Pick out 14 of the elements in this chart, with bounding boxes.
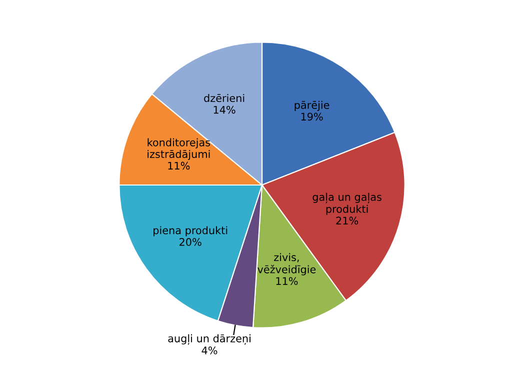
data-label: 19% bbox=[301, 112, 323, 121]
data-label: 14% bbox=[214, 106, 236, 114]
data-label: 11% bbox=[168, 162, 190, 170]
slice-label: konditorejas izstrādājumi bbox=[148, 138, 210, 160]
data-label: 11% bbox=[276, 277, 298, 285]
slice-label: pārējie bbox=[294, 100, 330, 111]
data-label: 20% bbox=[180, 238, 202, 246]
slice-label: piena produkti bbox=[154, 226, 228, 236]
data-label: 4% bbox=[202, 346, 218, 354]
slice-label: augļi un dārzeņi bbox=[168, 334, 250, 345]
slice-label: zivis, vēžveidīgie bbox=[258, 253, 316, 276]
data-label: 21% bbox=[336, 216, 358, 225]
slice-label: dzērieni bbox=[204, 94, 244, 102]
slice-label: gaļa un gaļas produkti bbox=[312, 192, 382, 215]
